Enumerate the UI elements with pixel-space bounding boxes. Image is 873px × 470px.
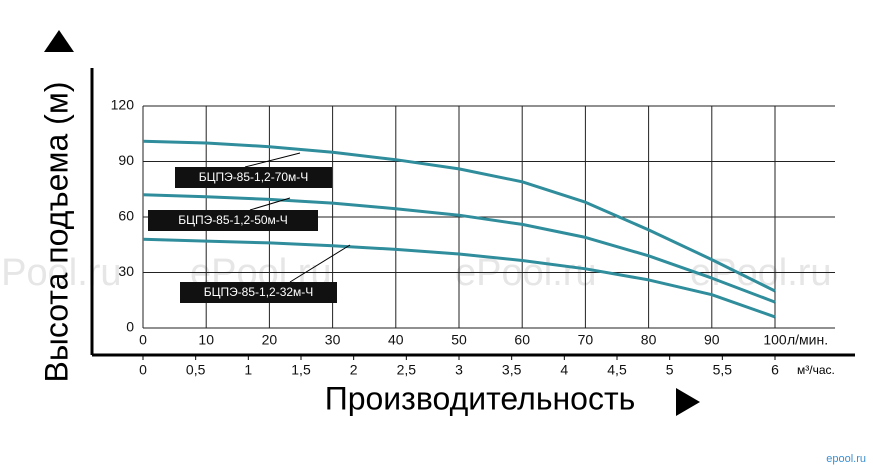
- x-tick-label: 0: [139, 332, 147, 348]
- x2-tick-label: 3,5: [502, 362, 522, 378]
- logo: epool.ru: [826, 453, 866, 465]
- x2-tick-label: 4: [560, 362, 568, 378]
- x-unit: л/мин.: [787, 332, 828, 348]
- x2-tick-label: 2,5: [397, 362, 417, 378]
- x-tick-label: 100: [763, 332, 787, 348]
- line: [142, 193, 776, 304]
- watermark: ePool.ru: [0, 252, 122, 294]
- x-tick-label: 50: [451, 332, 467, 348]
- y-tick-label: 0: [126, 319, 134, 335]
- watermark: ePool.ru: [455, 252, 597, 294]
- x2-tick-label: 5: [666, 362, 674, 378]
- x-arrow: [676, 388, 700, 416]
- label-box: [148, 210, 318, 231]
- legend-label: БЦПЭ-85-1,2-70м-Ч: [199, 170, 309, 184]
- x-tick-label: 70: [578, 332, 594, 348]
- x-tick-label: 80: [641, 332, 657, 348]
- x2-tick-label: 0: [139, 362, 147, 378]
- y-tick-label: 120: [111, 97, 135, 113]
- x2-tick-label: 3: [455, 362, 463, 378]
- x2-tick-label: 1,5: [291, 362, 311, 378]
- y-tick-label: 60: [118, 208, 134, 224]
- x2-tick-label: 6: [771, 362, 779, 378]
- y-tick-label: 30: [118, 263, 134, 279]
- y-tick-label: 90: [118, 152, 134, 168]
- legend-label: БЦПЭ-85-1,2-32м-Ч: [204, 285, 314, 299]
- legend-label: БЦПЭ-85-1,2-50м-Ч: [178, 213, 288, 227]
- x2-tick-label: 5,5: [713, 362, 733, 378]
- leader-line: [244, 152, 301, 168]
- x2-unit: м³/час.: [797, 363, 835, 377]
- x-axis-label: Производительность: [325, 380, 636, 416]
- leader-line: [249, 197, 291, 211]
- x-tick-label: 10: [198, 332, 214, 348]
- label-box: [175, 167, 332, 188]
- x2-tick-label: 2: [350, 362, 358, 378]
- line: [142, 139, 776, 293]
- x-tick-label: 30: [325, 332, 341, 348]
- y-arrow: [44, 30, 74, 52]
- x-tick-label: 60: [514, 332, 530, 348]
- label-box: [180, 282, 337, 303]
- leader-line: [289, 244, 351, 283]
- x2-tick-label: 0,5: [186, 362, 206, 378]
- x2-tick-label: 1: [244, 362, 252, 378]
- x-tick-label: 40: [388, 332, 404, 348]
- x-tick-label: 90: [704, 332, 720, 348]
- line: [142, 237, 776, 319]
- x-tick-label: 20: [262, 332, 278, 348]
- x2-tick-label: 4,5: [607, 362, 627, 378]
- y-axis-label: Высота подъема (м): [38, 82, 74, 383]
